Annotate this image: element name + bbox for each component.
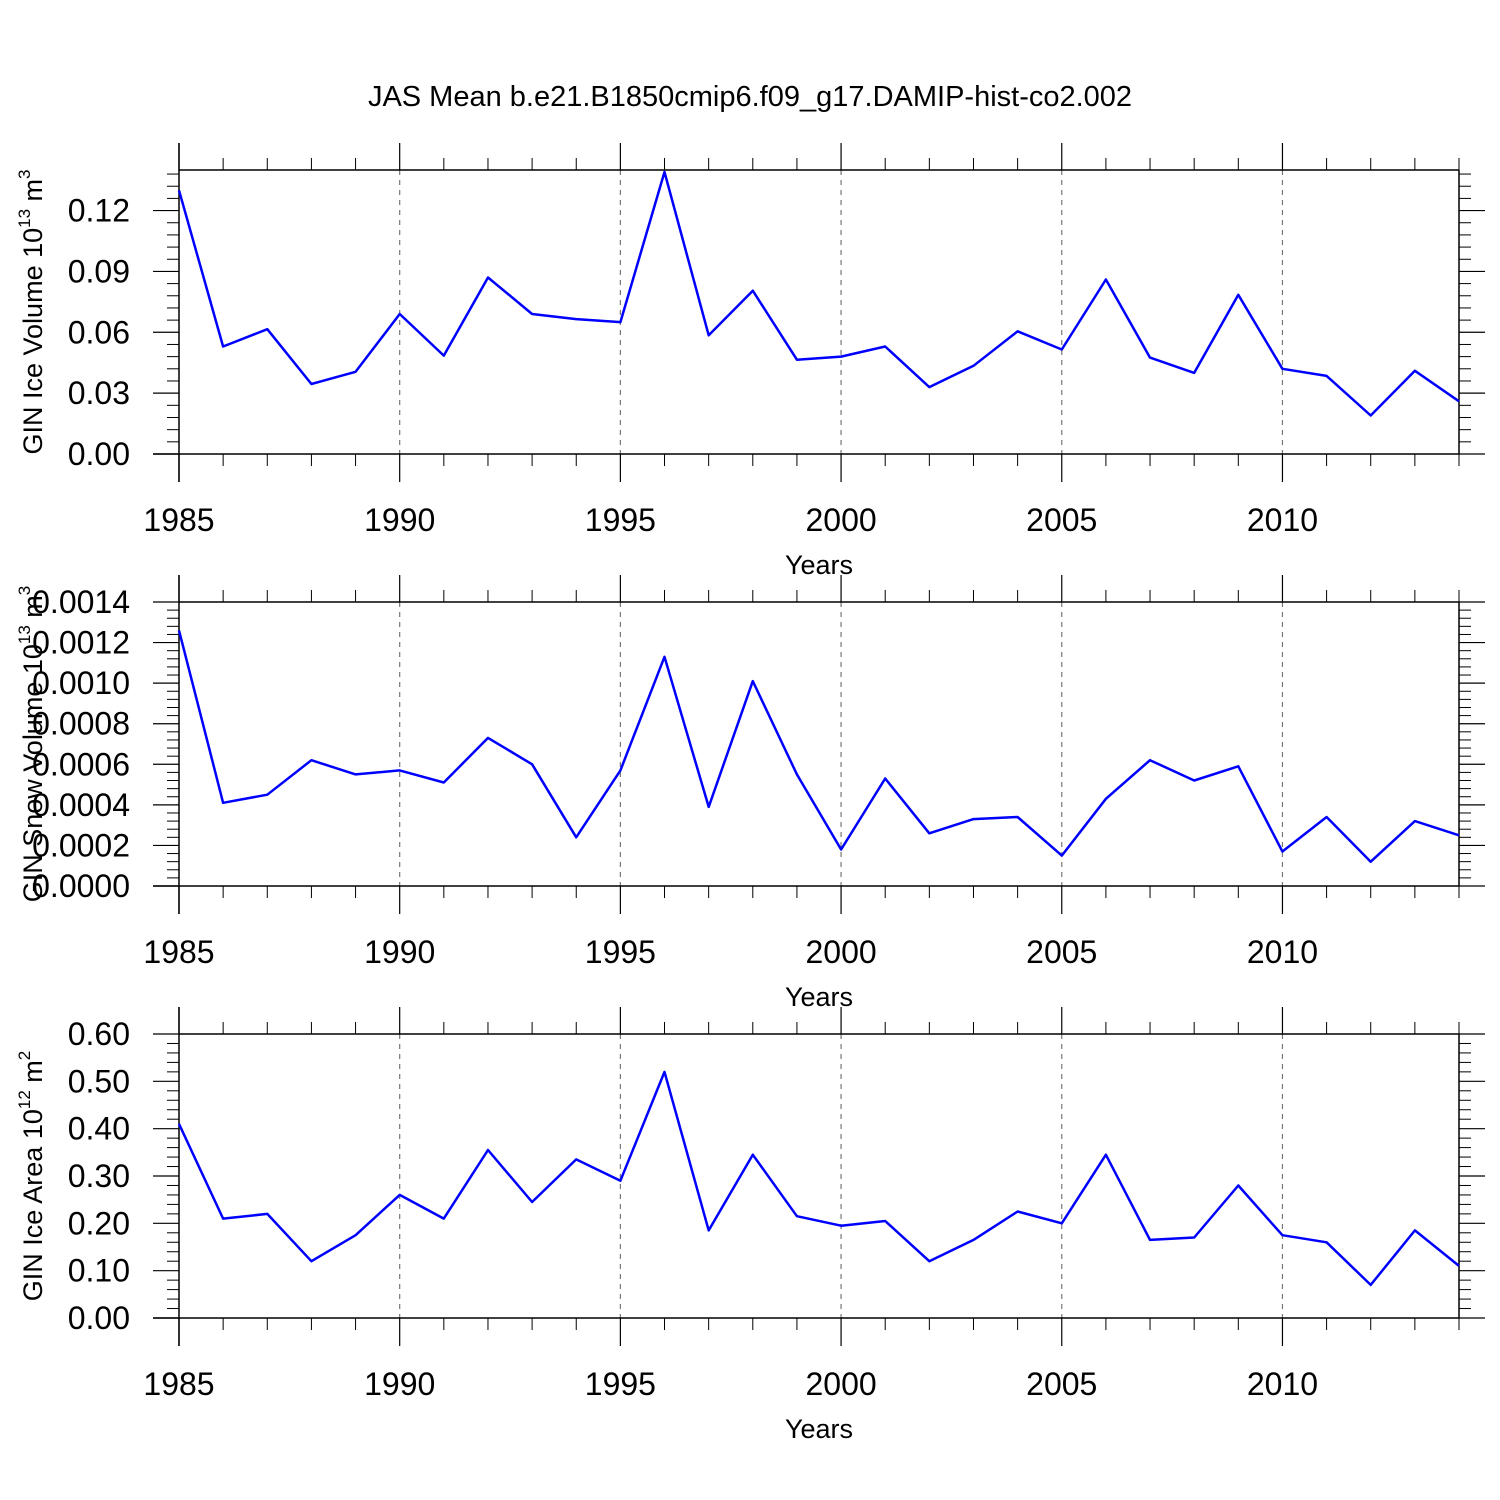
x-tick-label: 1985 xyxy=(143,1366,214,1402)
y-tick-label: 0.50 xyxy=(68,1063,130,1099)
series-line xyxy=(177,1070,1460,1287)
y-tick-label: 0.0006 xyxy=(32,746,130,782)
chart-panel-2: 1985 1990 1995 2000 2005 2010 Years 0.0000 0.000… xyxy=(15,575,1485,1012)
x-tick-label: 1990 xyxy=(364,502,435,538)
y-tick-label: 0.30 xyxy=(68,1158,130,1194)
series-line xyxy=(177,630,1460,863)
y-tick-label: 0.0002 xyxy=(32,827,130,863)
x-tick-label: 2005 xyxy=(1026,934,1097,970)
y-tick-label: 0.40 xyxy=(68,1111,130,1147)
y-tick-label: 0.00 xyxy=(68,436,130,472)
y-tick-label: 0.0012 xyxy=(32,625,130,661)
figure-title: JAS Mean b.e21.B1850cmip6.f09_g17.DAMIP-… xyxy=(368,81,1132,113)
y-tick-label: 0.03 xyxy=(68,375,130,411)
y-axis-title: GIN Ice Volume 1013 m3 xyxy=(15,169,48,454)
x-tick-label: 1995 xyxy=(585,1366,656,1402)
chart-panel-3: 1985 1990 1995 2000 2005 2010 Years 0.00 0.10 0.2… xyxy=(15,1007,1485,1444)
panels: 1985 1990 1995 2000 2005 2010 Years 0.00 0.03 0.0… xyxy=(15,143,1485,1444)
y-tick-label: 0.0010 xyxy=(32,665,130,701)
y-axis-title-unit: m xyxy=(18,1060,48,1090)
y-axis-title-text: GIN Ice Volume 10 xyxy=(18,228,48,455)
y-tick-label: 0.12 xyxy=(68,193,130,229)
y-axis-title-exponent: 13 xyxy=(15,209,34,228)
x-tick-label: 2000 xyxy=(805,502,876,538)
x-tick-label: 2010 xyxy=(1247,1366,1318,1402)
x-axis-title: Years xyxy=(785,1414,853,1444)
x-tick-label: 2005 xyxy=(1026,502,1097,538)
x-tick-label: 2000 xyxy=(805,934,876,970)
x-tick-label: 1990 xyxy=(364,1366,435,1402)
y-tick-label: 0.0008 xyxy=(32,706,130,742)
y-tick-label: 0.0004 xyxy=(32,787,130,823)
x-tick-label: 1985 xyxy=(143,934,214,970)
y-axis-title: GIN Ice Area 1012 m2 xyxy=(15,1051,48,1302)
x-tick-label: 2005 xyxy=(1026,1366,1097,1402)
x-tick-label: 1995 xyxy=(585,502,656,538)
y-tick-label: 0.60 xyxy=(68,1016,130,1052)
y-axis-title-exponent: 12 xyxy=(15,1090,34,1109)
y-axis-title-exponent: 13 xyxy=(15,625,34,644)
y-axis-title-unit: m xyxy=(18,595,48,625)
x-tick-label: 2010 xyxy=(1247,934,1318,970)
series-line xyxy=(177,170,1460,417)
x-tick-label: 1995 xyxy=(585,934,656,970)
y-tick-label: 0.06 xyxy=(68,314,130,350)
y-tick-label: 0.0000 xyxy=(32,868,130,904)
y-tick-label: 0.10 xyxy=(68,1253,130,1289)
x-axis-title: Years xyxy=(785,550,853,580)
x-tick-label: 1990 xyxy=(364,934,435,970)
y-tick-label: 0.00 xyxy=(68,1300,130,1336)
y-axis-title-text: GIN Snow Volume 10 xyxy=(18,644,48,902)
y-tick-label: 0.20 xyxy=(68,1205,130,1241)
y-axis-title-unit-exponent: 2 xyxy=(15,1051,34,1060)
y-axis-title-unit-exponent: 3 xyxy=(15,586,34,595)
y-tick-label: 0.09 xyxy=(68,253,130,289)
x-tick-label: 2010 xyxy=(1247,502,1318,538)
y-axis-title: GIN Snow Volume 1013 m3 xyxy=(15,586,48,903)
y-axis-title-unit-exponent: 3 xyxy=(15,169,34,178)
y-axis-title-unit: m xyxy=(18,179,48,209)
x-tick-label: 2000 xyxy=(805,1366,876,1402)
y-tick-label: 0.0014 xyxy=(32,584,130,620)
y-axis-title-text: GIN Ice Area 10 xyxy=(18,1109,48,1301)
x-tick-label: 1985 xyxy=(143,502,214,538)
x-axis-title: Years xyxy=(785,982,853,1012)
chart-panel-1: 1985 1990 1995 2000 2005 2010 Years 0.00 0.03 0.0… xyxy=(15,143,1485,580)
